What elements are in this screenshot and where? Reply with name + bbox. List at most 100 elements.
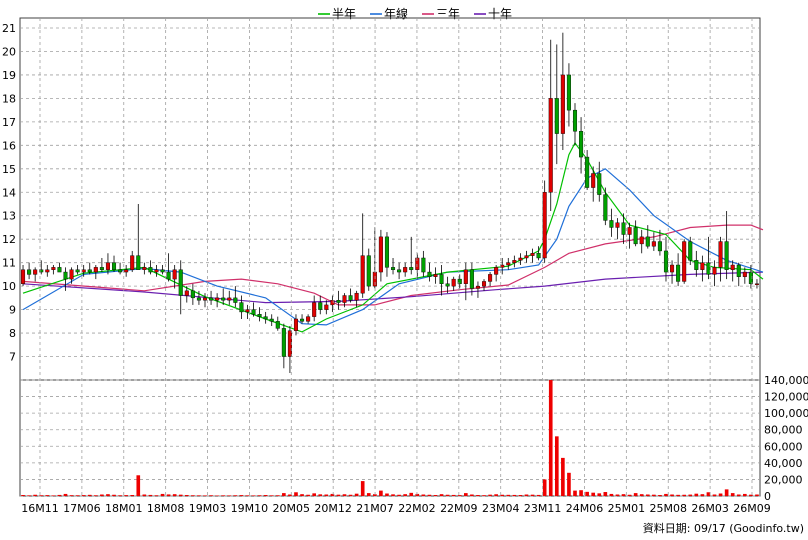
candle-body [481, 281, 487, 287]
volume-bar [118, 495, 122, 496]
x-tick-label: 20M12 [314, 502, 352, 515]
candle [633, 220, 638, 247]
candle [124, 265, 129, 277]
price-tick-label: 11 [2, 257, 16, 270]
candle [378, 229, 383, 282]
candle [603, 187, 608, 226]
candle [160, 265, 165, 275]
volume-tick-label: 100,000 [764, 407, 808, 420]
candle-body [354, 292, 359, 301]
x-tick-label: 16M11 [21, 502, 59, 515]
candle [700, 255, 705, 282]
x-axis: 16M11 17M06 18M01 18M08 19M03 19M10 20M05 20M12… [21, 18, 771, 515]
candle [21, 265, 26, 287]
candle [530, 248, 535, 263]
candle-body [554, 98, 559, 134]
volume-bar [749, 494, 753, 496]
candle-body [105, 262, 110, 270]
candle [330, 295, 335, 312]
candle [463, 262, 468, 301]
candle [560, 32, 565, 151]
candle [300, 314, 305, 324]
candle-body [172, 269, 177, 280]
volume-bar [524, 494, 529, 496]
candle-body [512, 260, 517, 263]
candle-body [597, 173, 602, 195]
volume-bar [251, 495, 256, 496]
candle-body [536, 253, 541, 259]
candle [518, 253, 523, 266]
candle [287, 326, 292, 373]
candle-body [688, 241, 693, 261]
candle [269, 314, 274, 327]
volume-bar [476, 495, 480, 496]
candle [694, 250, 699, 277]
candle-body [293, 318, 299, 331]
volume-bar [288, 494, 292, 496]
x-tick-label: 26M09 [733, 502, 771, 515]
candle-body [651, 241, 656, 247]
candle-body [336, 300, 341, 303]
candle-body [360, 255, 365, 294]
candle [579, 117, 584, 174]
candle [403, 262, 408, 277]
candle [227, 290, 232, 305]
candle-body [245, 309, 250, 313]
candle-body [542, 192, 547, 259]
candle [748, 265, 753, 289]
candle-body [227, 297, 232, 301]
candle-body [196, 297, 201, 301]
volume-bar [172, 494, 177, 496]
candle-body [742, 271, 747, 277]
candle-body [403, 267, 408, 273]
candle-body [591, 173, 596, 188]
candle [215, 293, 220, 308]
candle [481, 279, 487, 291]
candle [688, 236, 693, 266]
volume-bar [603, 492, 608, 496]
volume-bar [718, 493, 723, 496]
volume-bar [94, 495, 98, 496]
price-tick-label: 18 [2, 92, 16, 105]
volume-bar [282, 493, 286, 496]
candle-body [736, 264, 741, 277]
price-tick-label: 16 [2, 139, 16, 152]
candle [439, 265, 444, 296]
candle [506, 257, 511, 270]
candle [57, 262, 62, 273]
volume-bar [554, 436, 559, 496]
volume-bar [391, 494, 395, 496]
volume-bar [191, 495, 195, 496]
candle-body [518, 257, 523, 261]
candle-body [306, 316, 311, 322]
volume-bar [724, 489, 729, 496]
volume-tick-label: 0 [764, 490, 771, 503]
volume-bar [124, 495, 128, 496]
candle-body [433, 274, 438, 277]
candle-body [463, 269, 468, 284]
volume-bar [184, 495, 189, 496]
ma-year-line [22, 168, 764, 326]
volume-bar [573, 490, 577, 496]
candle-body [209, 297, 214, 301]
volume-bar [142, 494, 147, 496]
candle-body [451, 278, 456, 287]
candle [45, 265, 50, 277]
candle-body [718, 241, 723, 268]
candle [676, 253, 681, 287]
volume-bar [324, 494, 329, 496]
volume-bar [652, 494, 656, 496]
candle-body [330, 300, 335, 306]
volume-bar [81, 495, 86, 496]
candle [99, 257, 104, 273]
candle-body [754, 283, 759, 285]
candle [63, 267, 68, 291]
candle [233, 286, 238, 308]
candle [645, 225, 650, 249]
candle-body [506, 262, 511, 266]
candle [663, 236, 669, 282]
volume-bar [239, 495, 244, 496]
volume-bar [427, 494, 432, 496]
volume-bar [736, 494, 741, 496]
volume-bar [615, 494, 620, 496]
